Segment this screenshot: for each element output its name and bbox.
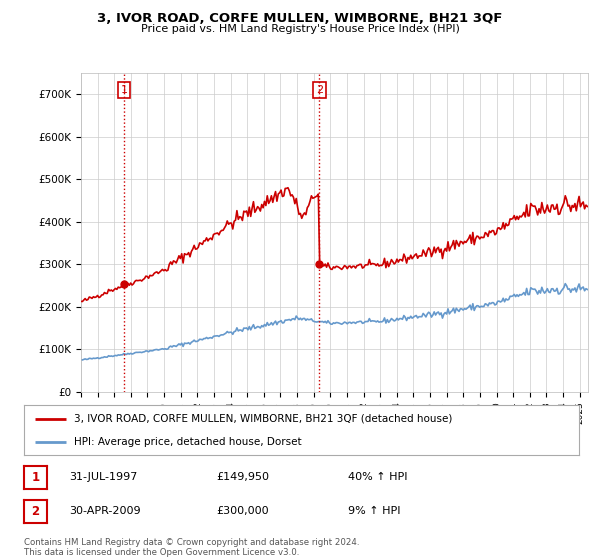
Text: 30-APR-2009: 30-APR-2009 xyxy=(69,506,140,516)
Text: £300,000: £300,000 xyxy=(216,506,269,516)
Text: 2: 2 xyxy=(31,505,40,518)
Text: £149,950: £149,950 xyxy=(216,472,269,482)
Text: Contains HM Land Registry data © Crown copyright and database right 2024.
This d: Contains HM Land Registry data © Crown c… xyxy=(24,538,359,557)
Text: 1: 1 xyxy=(31,471,40,484)
Text: HPI: Average price, detached house, Dorset: HPI: Average price, detached house, Dors… xyxy=(74,437,302,447)
Text: 3, IVOR ROAD, CORFE MULLEN, WIMBORNE, BH21 3QF: 3, IVOR ROAD, CORFE MULLEN, WIMBORNE, BH… xyxy=(97,12,503,25)
Text: 1: 1 xyxy=(121,85,127,95)
Text: 40% ↑ HPI: 40% ↑ HPI xyxy=(348,472,407,482)
Text: Price paid vs. HM Land Registry's House Price Index (HPI): Price paid vs. HM Land Registry's House … xyxy=(140,24,460,34)
Text: 9% ↑ HPI: 9% ↑ HPI xyxy=(348,506,401,516)
Text: 31-JUL-1997: 31-JUL-1997 xyxy=(69,472,137,482)
Text: 3, IVOR ROAD, CORFE MULLEN, WIMBORNE, BH21 3QF (detached house): 3, IVOR ROAD, CORFE MULLEN, WIMBORNE, BH… xyxy=(74,414,452,424)
Text: 2: 2 xyxy=(316,85,323,95)
